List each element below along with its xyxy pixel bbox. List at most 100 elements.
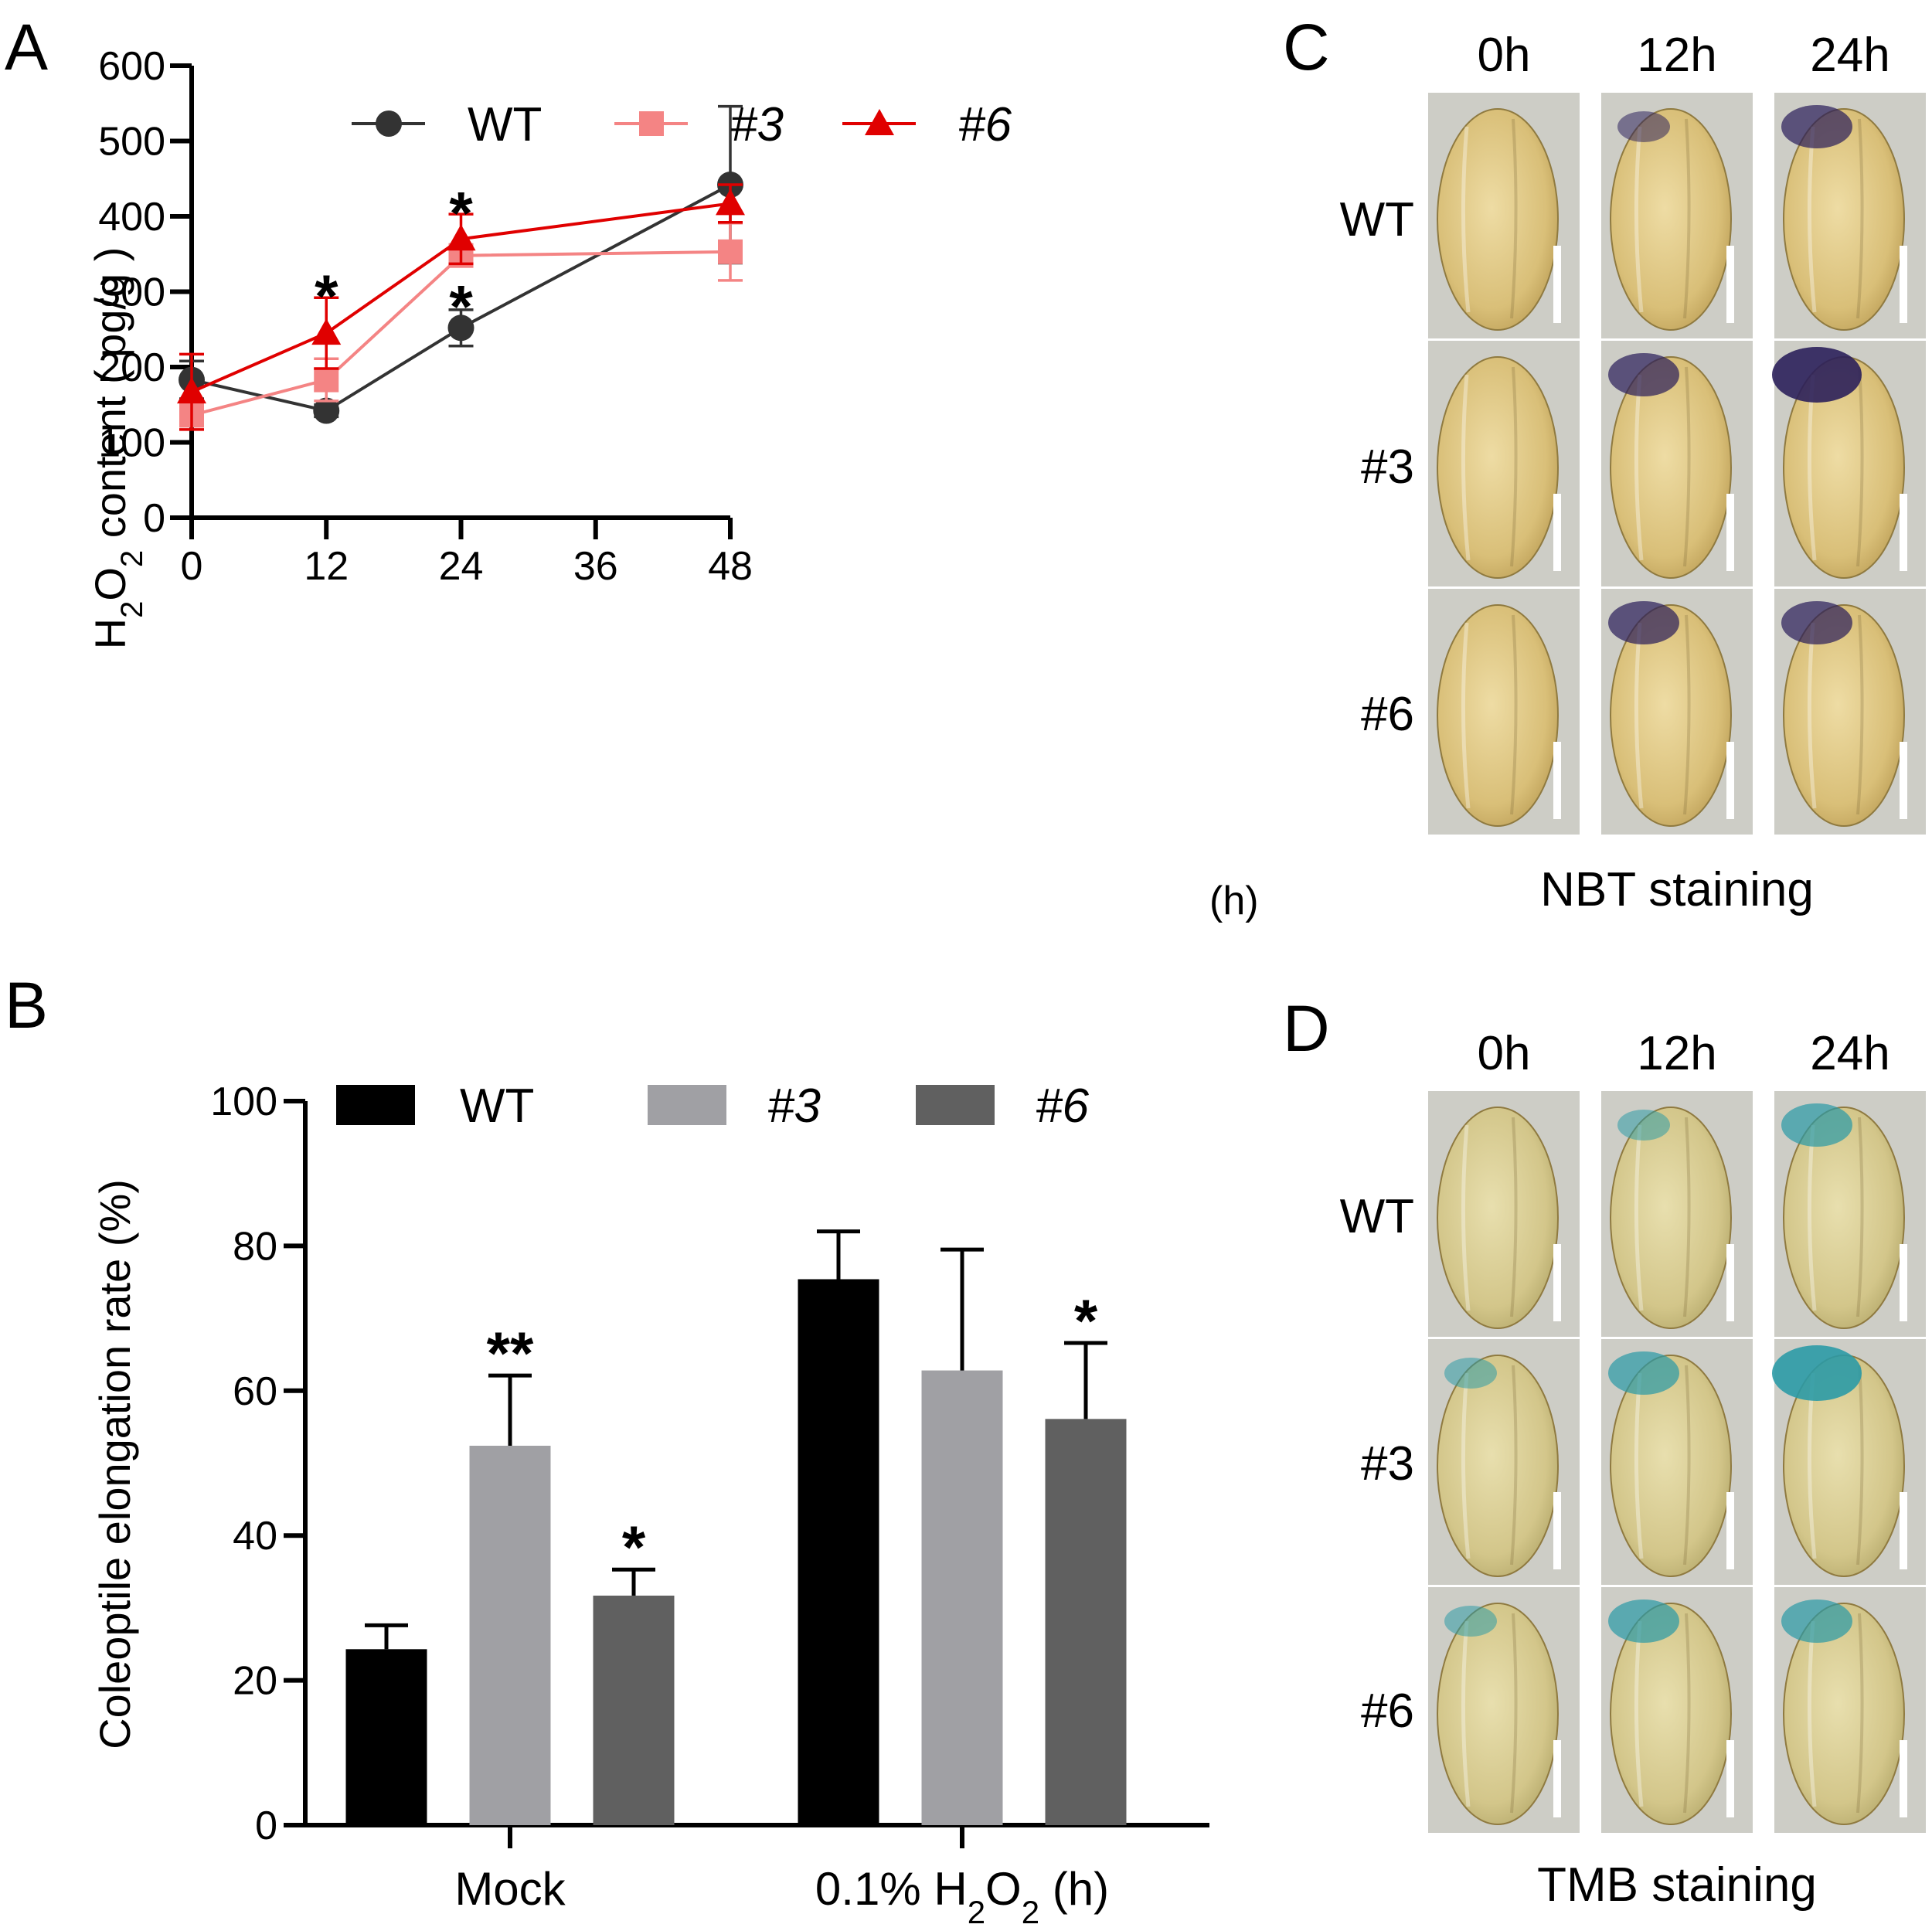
chart-b: 0 20 40 60 80 100 Coleoptile elongation rate … — [90, 1079, 1209, 1930]
panel-d-seed-grain — [1610, 1107, 1732, 1329]
panel-c-seed-ridge — [1634, 126, 1644, 313]
chart-a-series — [177, 104, 745, 431]
panel-d-stain-spot — [1608, 1600, 1679, 1643]
chart-a-y-tick-label-100: 100 — [98, 421, 165, 466]
panel-d-tmb-staining: 0h 12h 24h WT #3 #6 TMB staining — [1340, 1027, 1926, 1912]
chart-a-line-wt — [191, 183, 731, 413]
chart-b-legend-label-6: #6 — [1036, 1079, 1089, 1133]
panel-label-a: A — [5, 11, 48, 83]
panel-d-time-12h: 12h — [1637, 1027, 1716, 1080]
chart-a-legend-label-3: #3 — [730, 98, 784, 151]
panel-c-seed-ridge — [1683, 614, 1691, 815]
panel-c-seed-grain — [1610, 604, 1732, 827]
chart-b-bar-wt-1 — [798, 1279, 879, 1825]
panel-d-seed-ridge — [1856, 1117, 1864, 1317]
panel-c-seed-grain — [1437, 356, 1559, 579]
panel-d-seed-ridge — [1634, 1124, 1644, 1311]
chart-b-bar-3-0 — [469, 1446, 551, 1825]
panel-d-seed-ridge — [1510, 1117, 1518, 1317]
panel-d-seed-ridge — [1683, 1117, 1691, 1317]
panel-c-seed-ridge — [1683, 366, 1691, 567]
panel-d-row-3: #3 — [1361, 1437, 1414, 1491]
chart-b-y-tick-label-100: 100 — [210, 1079, 277, 1124]
chart-b-legend-label-wt: WT — [460, 1079, 534, 1133]
chart-a-significance-2: * — [449, 273, 473, 341]
panel-c-seed-3-12h — [1601, 341, 1753, 586]
panel-c-seed-ridge — [1807, 126, 1817, 313]
panel-d-seed-wt-12h — [1601, 1091, 1753, 1337]
panel-d-seed-ridge — [1634, 1620, 1644, 1807]
panel-c-caption: NBT staining — [1540, 863, 1814, 916]
chart-a-line-3 — [191, 250, 731, 417]
panel-d-seed-ridge — [1461, 1372, 1471, 1559]
panel-d-seed-grid — [1428, 1091, 1926, 1833]
panel-d-scale-bar — [1726, 1244, 1734, 1321]
panel-c-scale-bar — [1900, 246, 1907, 323]
chart-a: 0 100 200 300 400 500 600 0 12 24 36 48 H2O2 conten… — [86, 44, 1259, 923]
panel-d-seed-grain — [1783, 1107, 1905, 1329]
panel-c-seed-grain — [1437, 108, 1559, 331]
chart-a-series-6 — [177, 183, 745, 431]
chart-a-point-6-48 — [716, 189, 745, 216]
panel-c-seed-6-0h — [1428, 589, 1580, 835]
panel-c-nbt-staining: 0h 12h 24h WT #3 #6 NBT staining — [1340, 29, 1926, 916]
panel-c-stain-spot — [1781, 601, 1852, 644]
chart-a-point-3-12 — [314, 367, 339, 393]
panel-c-stain-spot — [1781, 105, 1852, 148]
panel-c-seed-ridge — [1461, 126, 1471, 313]
panel-label-c: C — [1283, 11, 1330, 83]
panel-d-seed-3-24h — [1772, 1339, 1926, 1585]
panel-c-scale-bar — [1553, 246, 1561, 323]
chart-b-legend-item-6: #6 — [916, 1079, 1089, 1133]
panel-c-seed-wt-0h — [1428, 93, 1580, 338]
panel-d-stain-spot — [1781, 1600, 1852, 1643]
panel-c-seed-grain — [1437, 604, 1559, 827]
panel-d-seed-ridge — [1510, 1365, 1518, 1566]
chart-b-bar-3-1 — [921, 1370, 1003, 1825]
panel-c-seed-wt-12h — [1601, 93, 1753, 338]
chart-a-significance-1: * — [449, 179, 473, 247]
chart-a-y-tick-label-300: 300 — [98, 270, 165, 315]
panel-c-seed-ridge — [1634, 374, 1644, 561]
panel-d-scale-bar — [1900, 1244, 1907, 1321]
panel-d-seed-ridge — [1856, 1365, 1864, 1566]
chart-a-ticks: 0 100 200 300 400 500 600 0 12 24 36 48 — [98, 44, 753, 589]
panel-c-stain-spot — [1617, 111, 1670, 142]
panel-d-seed-ridge — [1856, 1613, 1864, 1814]
panel-d-scale-bar — [1553, 1740, 1561, 1817]
panel-c-scale-bar — [1726, 246, 1734, 323]
chart-a-legend-label-6: #6 — [958, 98, 1012, 151]
panel-d-scale-bar — [1900, 1740, 1907, 1817]
panel-d-seed-ridge — [1510, 1613, 1518, 1814]
panel-c-row-wt: WT — [1340, 193, 1414, 246]
chart-a-legend-marker-wt — [376, 110, 402, 137]
chart-b-series-wt — [345, 1229, 879, 1825]
chart-a-y-axis-label: H2O2 content ( pg/g ) — [86, 247, 149, 650]
chart-b-bar-6-1 — [1045, 1419, 1127, 1825]
panel-d-seed-grain — [1783, 1603, 1905, 1825]
chart-b-bar-6-0 — [593, 1595, 675, 1825]
panel-c-seed-3-0h — [1428, 341, 1580, 586]
chart-a-significance-0: * — [315, 262, 338, 330]
panel-c-seed-grain — [1610, 108, 1732, 331]
panel-c-seed-ridge — [1461, 622, 1471, 809]
panel-c-seed-grain — [1610, 356, 1732, 579]
panel-c-seed-grid — [1428, 93, 1926, 835]
panel-d-seed-ridge — [1461, 1124, 1471, 1311]
panel-d-seed-wt-0h — [1428, 1091, 1580, 1337]
panel-d-stain-spot — [1444, 1606, 1497, 1637]
panel-c-seed-ridge — [1807, 622, 1817, 809]
panel-label-d: D — [1283, 992, 1330, 1065]
chart-a-x-tick-label-48: 48 — [708, 544, 753, 589]
panel-c-scale-bar — [1553, 742, 1561, 819]
chart-a-y-tick-label-200: 200 — [98, 345, 165, 390]
chart-a-x-tick-label-0: 0 — [181, 544, 203, 589]
panel-d-scale-bar — [1553, 1244, 1561, 1321]
chart-a-y-tick-label-600: 600 — [98, 44, 165, 89]
chart-b-category-label-h2o2: 0.1% H2O2 (h) — [815, 1863, 1109, 1930]
chart-b-legend-item-wt: WT — [336, 1079, 534, 1133]
chart-b-significance-0: ** — [487, 1319, 534, 1387]
panel-d-caption: TMB staining — [1537, 1858, 1817, 1912]
panel-d-seed-grain — [1437, 1603, 1559, 1825]
panel-d-scale-bar — [1553, 1492, 1561, 1569]
